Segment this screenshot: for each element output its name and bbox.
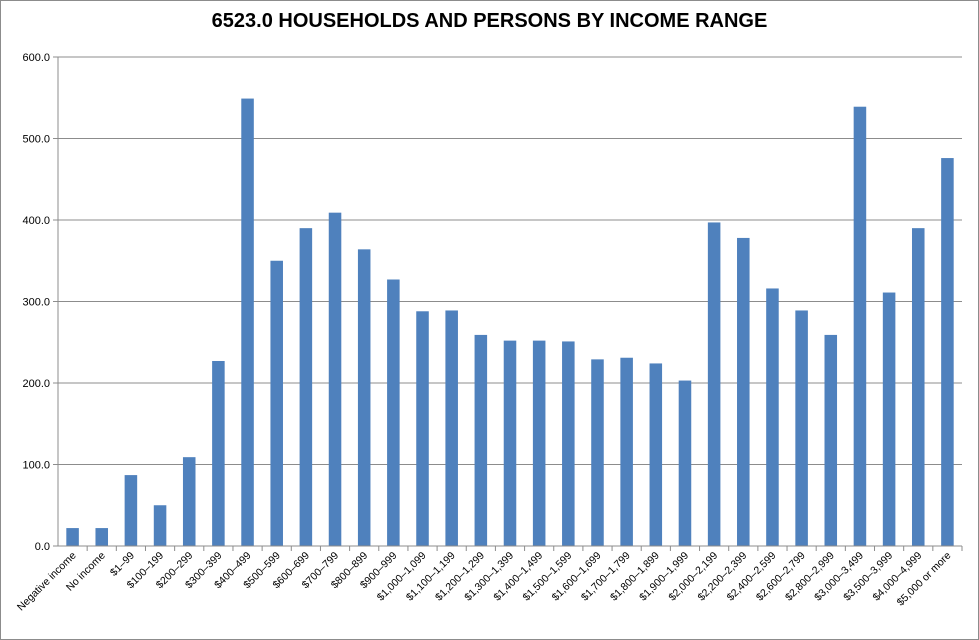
bar (182, 457, 196, 546)
bar (153, 505, 167, 546)
bar (124, 475, 138, 546)
bar (766, 288, 779, 546)
bar (853, 106, 867, 546)
bar (357, 249, 371, 546)
bar (620, 357, 633, 546)
bar (532, 340, 546, 546)
bar (299, 228, 313, 546)
bar (824, 334, 838, 546)
bar (66, 528, 79, 546)
bar (737, 237, 750, 546)
bar (911, 228, 925, 546)
bar (387, 279, 400, 546)
bar (562, 341, 575, 546)
bar (591, 359, 604, 546)
bar (445, 310, 458, 546)
bar (795, 310, 808, 546)
bar (474, 334, 488, 546)
bar (649, 363, 663, 546)
bar (241, 98, 254, 546)
bar (678, 380, 692, 546)
bar (212, 360, 225, 546)
chart-title: 6523.0 HOUSEHOLDS AND PERSONS BY INCOME … (211, 10, 768, 32)
y-tick-label: 0.0 (35, 541, 50, 553)
y-axis-ticks: 0.0 100.0 200.0 300.0 400.0 500.0 600.0 (22, 52, 58, 553)
bar (707, 222, 721, 546)
y-tick-label: 400.0 (22, 215, 50, 227)
bar (882, 292, 896, 546)
bar (95, 528, 109, 546)
bar (270, 260, 283, 546)
y-tick-label: 600.0 (22, 52, 50, 64)
y-tick-label: 500.0 (22, 134, 50, 146)
bar (503, 340, 517, 546)
bar (416, 311, 429, 546)
axes (57, 57, 962, 547)
bars (66, 98, 954, 547)
bar (941, 158, 954, 546)
y-tick-label: 100.0 (22, 460, 50, 472)
x-category-label: $5,000 or more (895, 550, 954, 609)
bar (328, 212, 342, 547)
y-tick-label: 200.0 (22, 378, 50, 390)
y-tick-label: 300.0 (22, 297, 50, 309)
